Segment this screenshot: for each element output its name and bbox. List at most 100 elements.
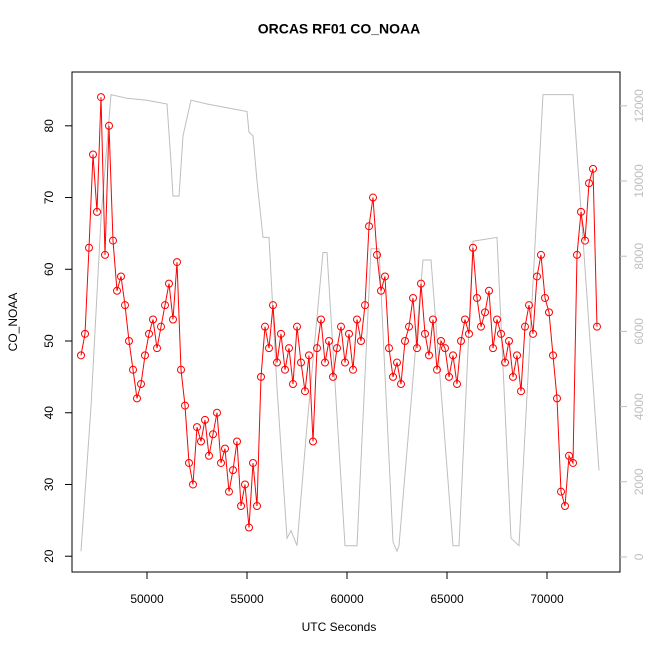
data-point [537,250,545,259]
data-point [181,401,189,410]
data-point [557,487,565,496]
data-point [477,322,485,331]
data-point [137,380,145,389]
data-point [317,315,325,324]
data-point [189,480,197,489]
data-point [97,93,105,102]
data-point [509,372,517,381]
y-tick-label: 70 [42,191,56,205]
data-point [357,337,365,346]
data-point [329,372,337,381]
y-tick-label: 50 [42,334,56,348]
data-point [461,315,469,324]
data-point [105,121,113,130]
x-tick-label: 55000 [230,592,264,606]
data-point [529,329,537,338]
data-point [245,523,253,532]
x-tick-label: 60000 [330,592,364,606]
y-tick-label: 20 [42,549,56,563]
data-point [233,437,241,446]
y2-tick-label: 0 [632,553,646,560]
data-point [481,308,489,317]
data-point [385,344,393,353]
data-point [549,351,557,360]
data-point [361,301,369,310]
data-point [365,222,373,231]
data-point [525,301,533,310]
data-point [153,344,161,353]
data-point [225,487,233,496]
data-point [237,502,245,511]
x-tick-label: 50000 [130,592,164,606]
y2-tick-label: 2000 [632,468,646,495]
data-point [489,344,497,353]
data-point [165,279,173,288]
data-point [585,179,593,188]
data-point [277,329,285,338]
data-point [429,315,437,324]
data-point [93,207,101,216]
y2-tick-label: 12000 [632,89,646,123]
data-point [305,351,313,360]
data-point [241,480,249,489]
data-point [577,207,585,216]
data-point [465,329,473,338]
plot-box [71,71,621,573]
data-point [545,308,553,317]
data-point [401,337,409,346]
data-point [197,437,205,446]
data-point [193,423,201,432]
y-tick-label: 60 [42,262,56,276]
data-point [501,358,509,367]
data-point [321,358,329,367]
data-point [273,358,281,367]
data-point [297,358,305,367]
data-point [117,272,125,281]
data-point [169,315,177,324]
data-point [173,258,181,267]
data-point [473,293,481,302]
data-point [425,351,433,360]
data-point [377,286,385,295]
data-point [161,301,169,310]
data-point [493,315,501,324]
data-point [293,322,301,331]
data-point [149,315,157,324]
data-point [121,301,129,310]
data-point [469,243,477,252]
y-tick-label: 40 [42,406,56,420]
chart-title: ORCAS RF01 CO_NOAA [258,21,421,37]
data-point [581,236,589,245]
data-point [113,286,121,295]
y2-tick-label: 4000 [632,393,646,420]
y2-tick-label: 10000 [632,164,646,198]
data-point [569,458,577,467]
x-tick-label: 70000 [530,592,564,606]
data-point [517,387,525,396]
data-point [381,272,389,281]
data-point [89,150,97,159]
data-point [129,365,137,374]
data-point [265,344,273,353]
data-point [405,322,413,331]
data-point [213,408,221,417]
data-point [341,358,349,367]
data-point [345,329,353,338]
data-point [553,394,561,403]
y-tick-label: 80 [42,119,56,133]
y2-tick-label: 8000 [632,243,646,270]
data-point [373,250,381,259]
data-point [221,444,229,453]
y2-tick-label: 6000 [632,318,646,345]
data-point [125,337,133,346]
data-point [433,365,441,374]
y-axis-label: CO_NOAA [6,293,20,352]
data-point [457,337,465,346]
data-point [573,250,581,259]
data-point [409,293,417,302]
data-point [337,322,345,331]
data-point [285,344,293,353]
data-point [289,380,297,389]
data-point [413,344,421,353]
data-point [229,466,237,475]
